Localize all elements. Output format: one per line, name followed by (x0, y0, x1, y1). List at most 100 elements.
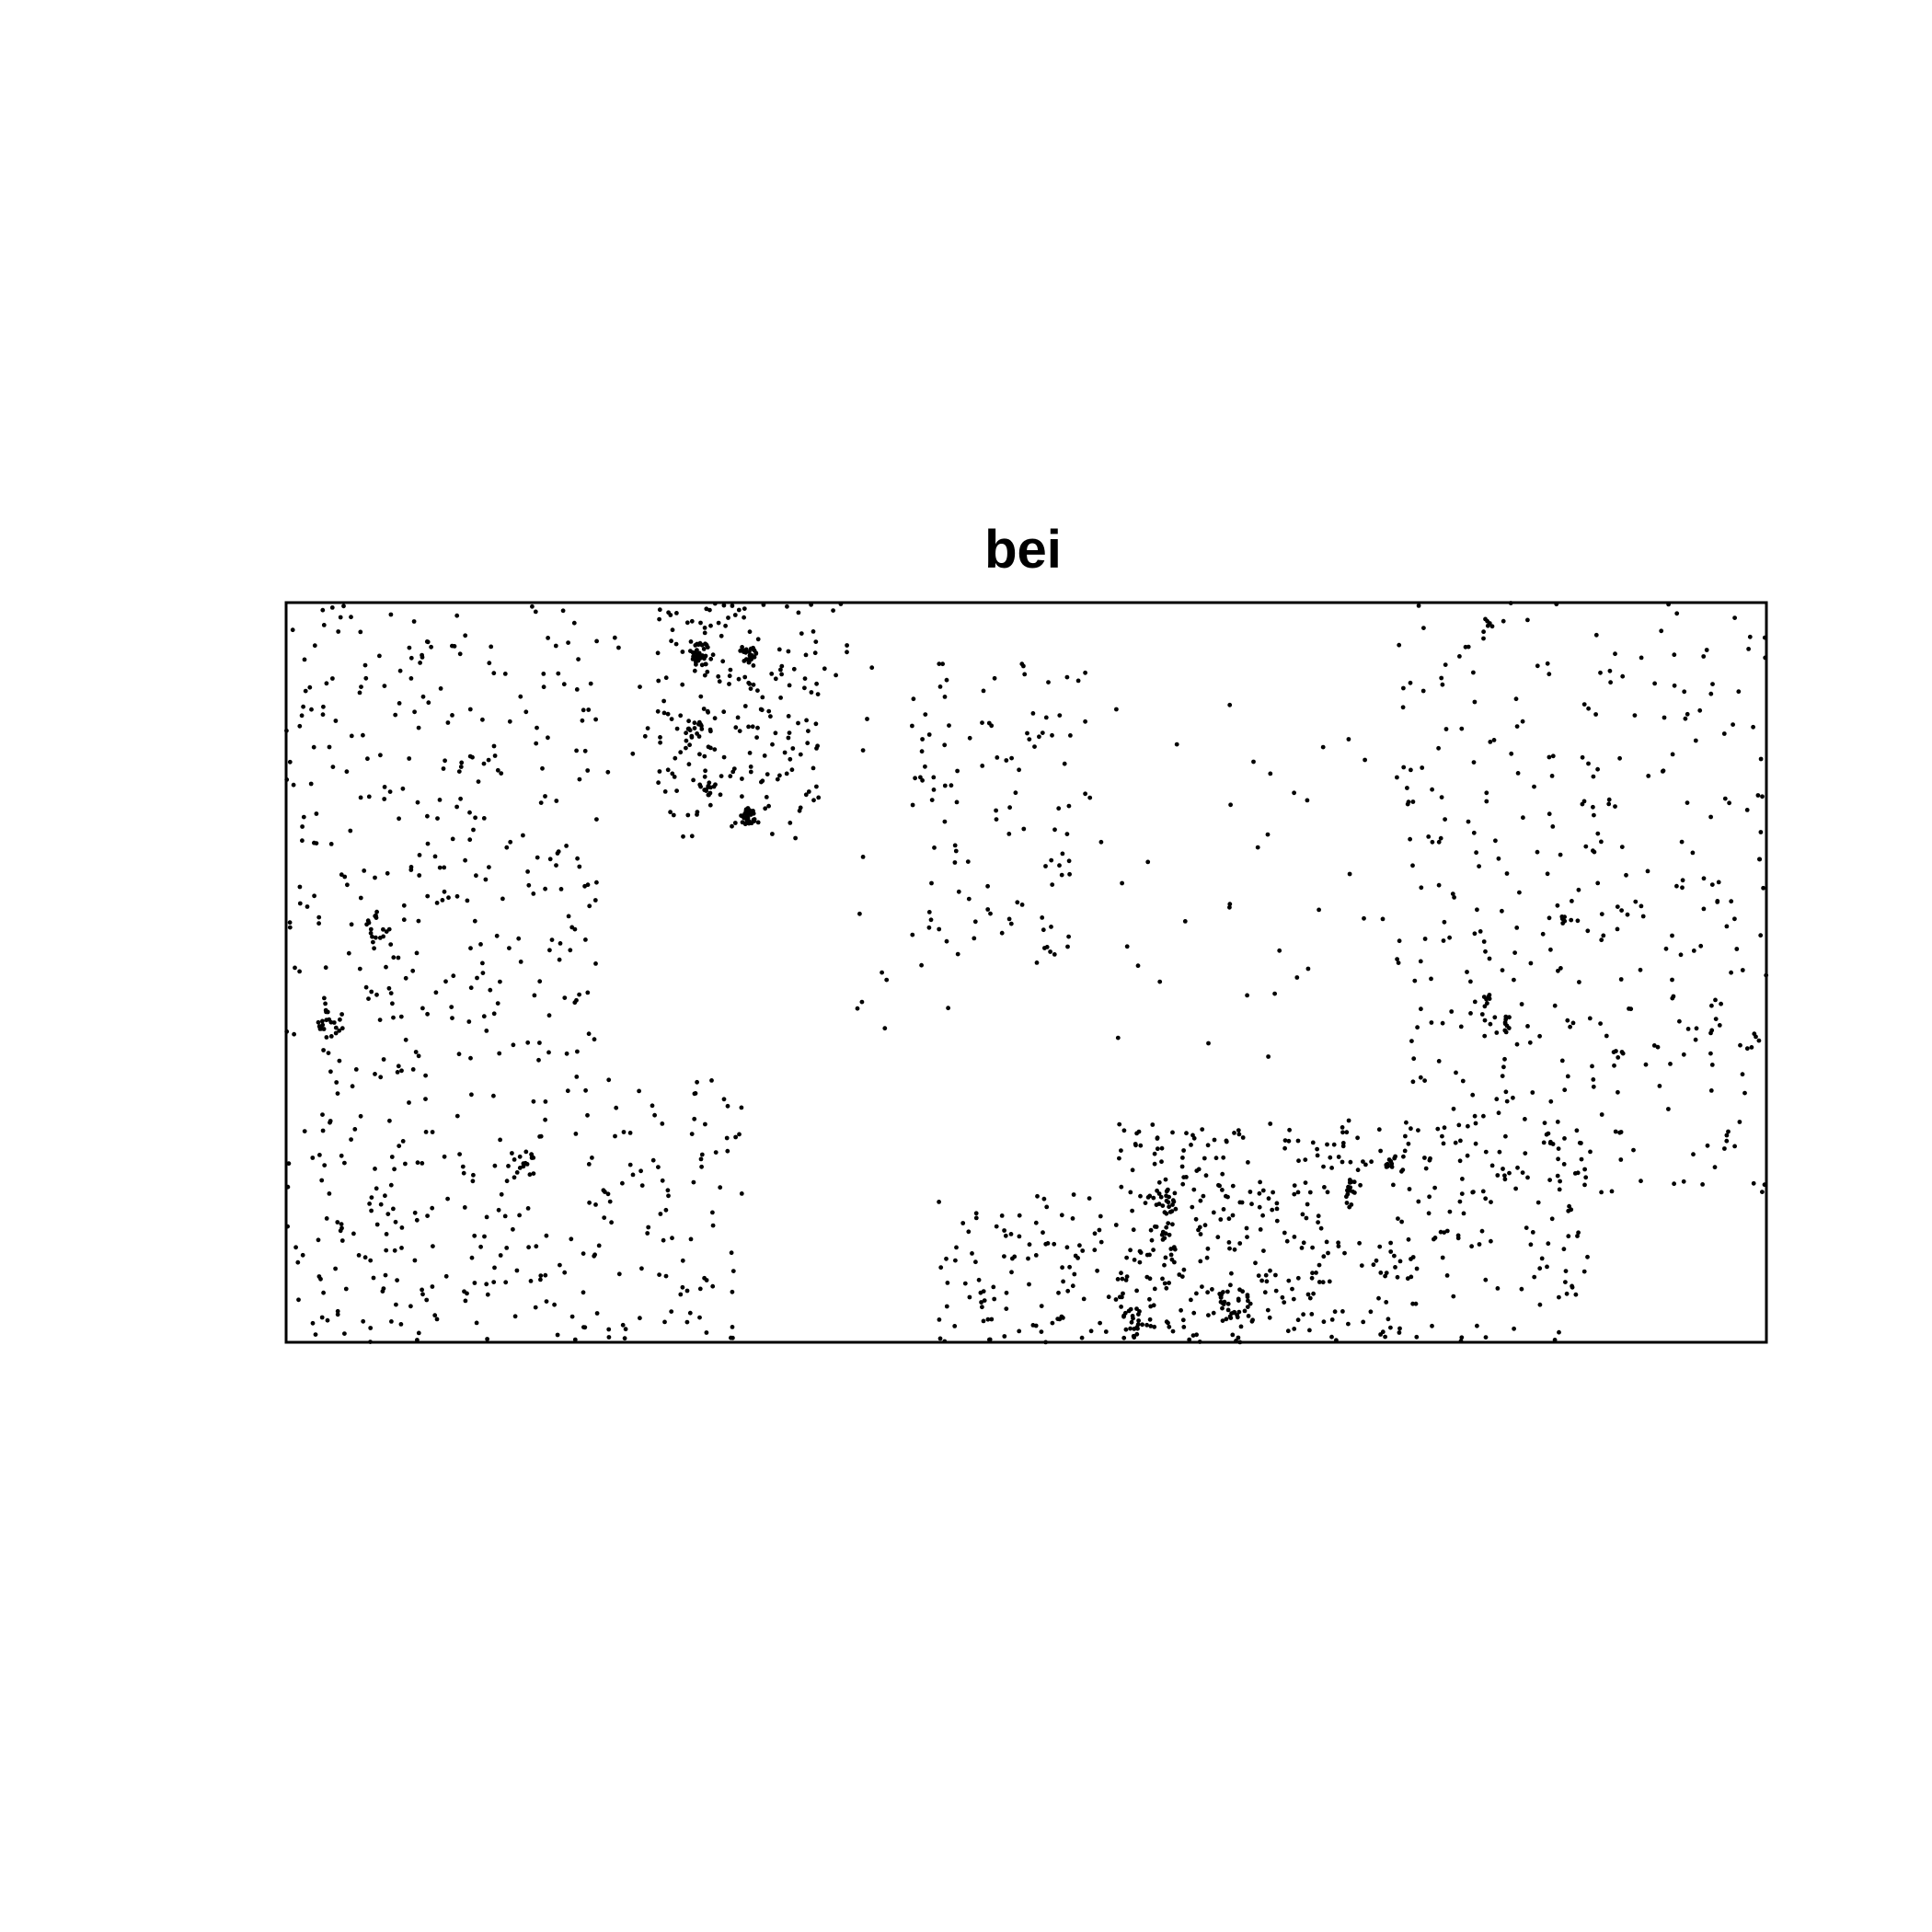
data-point (566, 640, 570, 645)
data-point (1591, 1077, 1596, 1082)
data-point (1598, 670, 1603, 675)
data-point (982, 1298, 987, 1303)
data-point (1017, 1328, 1022, 1334)
data-point (1615, 904, 1620, 909)
data-point (749, 653, 754, 658)
data-point (1191, 1310, 1197, 1316)
data-point (689, 834, 695, 839)
data-point (1601, 933, 1606, 938)
data-point (1672, 683, 1677, 688)
data-point (1710, 682, 1715, 686)
data-point (937, 1336, 943, 1341)
data-point (594, 880, 599, 885)
data-point (1744, 808, 1750, 812)
data-point (1311, 1291, 1316, 1296)
data-point (1693, 738, 1698, 743)
data-point (362, 662, 368, 668)
data-point (1315, 1146, 1319, 1152)
data-point (804, 718, 809, 723)
data-point (538, 800, 544, 805)
data-point (434, 901, 440, 905)
data-point (328, 842, 334, 846)
data-point (799, 631, 804, 636)
data-point (926, 732, 932, 737)
data-point (442, 865, 447, 870)
data-point (1593, 712, 1598, 717)
data-point (1371, 1262, 1376, 1268)
data-point (670, 627, 675, 633)
data-point (695, 731, 699, 736)
data-point (371, 1275, 376, 1281)
data-point (994, 808, 998, 813)
data-point (1608, 680, 1613, 685)
data-point (1098, 839, 1104, 845)
data-point (554, 863, 558, 868)
data-point (337, 1058, 342, 1064)
data-point (1156, 1179, 1162, 1185)
data-point (702, 626, 707, 630)
data-point (690, 650, 696, 655)
data-point (707, 802, 713, 808)
data-point (1440, 1133, 1444, 1139)
data-point (762, 753, 767, 758)
data-point (605, 769, 611, 775)
data-point (523, 1160, 528, 1166)
data-point (746, 660, 752, 665)
data-point (517, 1166, 523, 1170)
data-point (346, 950, 351, 956)
data-point (569, 1236, 574, 1242)
data-point (796, 720, 800, 726)
data-point (1709, 1063, 1715, 1067)
data-point (1250, 1317, 1255, 1323)
data-point (1512, 977, 1516, 983)
data-point (1273, 1272, 1278, 1278)
data-point (415, 1160, 420, 1166)
data-point (1441, 938, 1446, 943)
data-point (471, 827, 476, 833)
data-point (743, 650, 748, 655)
data-point (1575, 1234, 1580, 1238)
data-point (491, 743, 497, 749)
data-point (1191, 1135, 1197, 1141)
data-point (327, 1191, 332, 1196)
data-point (1032, 744, 1037, 749)
data-point (512, 1157, 517, 1162)
data-point (316, 1274, 322, 1279)
data-point (1386, 1157, 1392, 1162)
data-point (1562, 918, 1568, 924)
data-point (755, 725, 760, 730)
data-point (802, 685, 807, 691)
data-point (357, 690, 362, 696)
data-point (1586, 761, 1591, 766)
data-point (593, 1202, 598, 1207)
data-point (1704, 648, 1709, 652)
data-point (1691, 1152, 1696, 1157)
data-point (1273, 1288, 1279, 1294)
data-point (937, 684, 943, 689)
data-point (486, 757, 491, 763)
data-point (1525, 617, 1530, 623)
data-point (1004, 758, 1009, 763)
data-point (1006, 916, 1012, 922)
data-point (730, 823, 734, 829)
data-point (678, 750, 684, 755)
data-point (1002, 1254, 1006, 1259)
data-point (387, 1118, 392, 1123)
data-point (368, 930, 374, 936)
data-point (674, 611, 679, 615)
data-point (510, 1151, 514, 1156)
data-point (574, 1075, 580, 1079)
data-point (1456, 1122, 1462, 1128)
data-point (1441, 1141, 1446, 1146)
data-point (748, 812, 753, 817)
data-point (363, 984, 369, 990)
data-point (1117, 1121, 1122, 1127)
data-point (1229, 1311, 1234, 1316)
data-point (692, 1116, 697, 1121)
data-point (1756, 1038, 1762, 1043)
data-point (321, 1290, 326, 1295)
data-point (1724, 1133, 1730, 1138)
data-point (1134, 1288, 1139, 1294)
data-point (1167, 1232, 1172, 1237)
data-point (712, 747, 718, 752)
